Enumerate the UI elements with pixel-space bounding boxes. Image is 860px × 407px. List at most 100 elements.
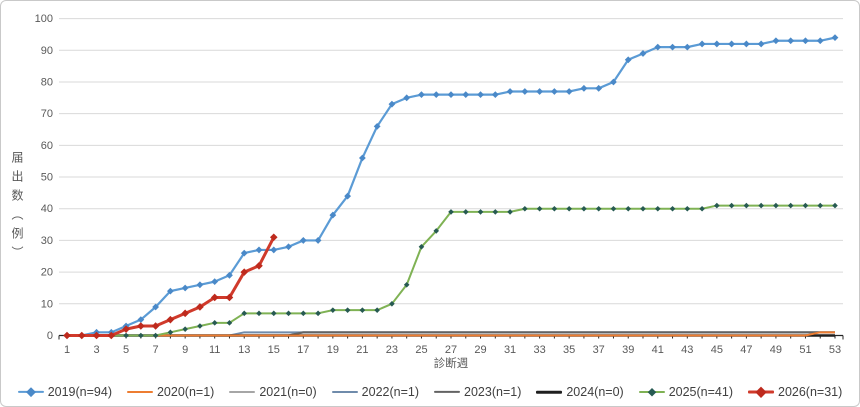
y-tick-label-100: 100 xyxy=(35,13,53,25)
legend-label: 2026(n=31) xyxy=(778,385,843,399)
legend-swatch-2026 xyxy=(748,386,774,398)
data-point-2025-w35 xyxy=(566,205,572,212)
data-point-2019-w26 xyxy=(432,91,440,99)
data-point-2026-w2 xyxy=(77,331,86,340)
data-point-2019-w25 xyxy=(418,91,425,99)
x-tick-label-27: 27 xyxy=(445,344,457,356)
data-point-2019-w30 xyxy=(491,91,499,99)
data-point-2019-w38 xyxy=(610,78,617,86)
legend-swatch-2024 xyxy=(536,388,563,397)
legend-label: 2019(n=94) xyxy=(47,385,112,399)
data-point-2025-w20 xyxy=(344,307,351,313)
x-tick-label-1: 1 xyxy=(64,344,70,356)
data-point-2025-w32 xyxy=(522,205,528,212)
data-point-2025-w50 xyxy=(787,202,794,209)
data-point-2025-w52 xyxy=(817,202,824,209)
y-tick-label-70: 70 xyxy=(41,108,53,120)
data-point-2025-w23 xyxy=(389,301,395,307)
data-point-2019-w7 xyxy=(152,303,160,311)
legend-item-2019: 2019(n=94) xyxy=(17,385,112,399)
y-tick-label-40: 40 xyxy=(41,203,53,215)
data-point-2025-w25 xyxy=(418,243,425,250)
data-point-2019-w33 xyxy=(536,88,544,95)
data-point-2019-w41 xyxy=(654,43,662,51)
data-point-2025-w40 xyxy=(640,205,646,212)
data-point-2019-w29 xyxy=(477,91,484,99)
data-point-2019-w37 xyxy=(595,84,603,92)
data-point-2019-w18 xyxy=(314,237,322,244)
data-point-2026-w3 xyxy=(92,331,101,340)
y-tick-label-60: 60 xyxy=(41,140,53,152)
legend-swatch-2021 xyxy=(229,388,256,397)
x-tick-label-41: 41 xyxy=(652,344,664,356)
legend-swatch-2023 xyxy=(434,388,461,397)
data-point-2026-w9 xyxy=(181,309,189,318)
data-point-2025-w12 xyxy=(226,320,233,326)
legend-item-2024: 2024(n=0) xyxy=(536,385,624,399)
data-point-2019-w13 xyxy=(240,249,248,257)
data-point-2019-w6 xyxy=(137,316,145,324)
data-point-2025-w5 xyxy=(123,332,129,339)
data-point-2025-w13 xyxy=(241,310,248,317)
legend-swatch-2020 xyxy=(126,388,153,397)
y-tick-label-80: 80 xyxy=(41,76,53,88)
data-point-2019-w27 xyxy=(447,91,455,99)
data-point-2025-w21 xyxy=(359,307,366,313)
data-point-2026-w1 xyxy=(63,331,71,340)
data-point-2019-w9 xyxy=(181,284,189,292)
data-point-2019-w49 xyxy=(772,37,780,45)
data-point-2025-w51 xyxy=(802,202,809,209)
x-tick-label-37: 37 xyxy=(593,344,605,356)
y-tick-label-10: 10 xyxy=(41,298,53,310)
data-point-2025-w28 xyxy=(462,209,469,215)
data-point-2019-w52 xyxy=(816,37,824,45)
data-point-2019-w12 xyxy=(226,271,233,279)
data-point-2025-w46 xyxy=(728,202,735,209)
data-point-2025-w9 xyxy=(182,326,188,332)
x-tick-label-9: 9 xyxy=(182,344,188,356)
data-point-2026-w7 xyxy=(151,322,160,330)
x-tick-label-21: 21 xyxy=(356,344,368,356)
data-point-2019-w53 xyxy=(831,34,839,42)
data-point-2019-w23 xyxy=(388,100,396,108)
x-tick-label-11: 11 xyxy=(209,344,220,356)
x-tick-label-33: 33 xyxy=(533,344,545,356)
data-point-2025-w10 xyxy=(197,323,203,329)
data-point-2019-w44 xyxy=(698,40,706,48)
data-point-2025-w15 xyxy=(270,310,277,317)
data-point-2025-w24 xyxy=(403,281,410,288)
data-point-2019-w24 xyxy=(403,94,411,102)
legend-item-2020: 2020(n=1) xyxy=(126,385,214,399)
x-tick-label-43: 43 xyxy=(681,344,693,356)
data-point-2025-w37 xyxy=(595,205,602,212)
data-point-2019-w19 xyxy=(329,211,337,219)
x-tick-label-29: 29 xyxy=(474,344,486,356)
data-point-2025-w19 xyxy=(330,307,336,313)
series-2026 xyxy=(63,233,278,340)
y-tick-label-0: 0 xyxy=(47,330,53,342)
data-point-2025-w34 xyxy=(551,205,558,212)
data-point-2026-w10 xyxy=(196,303,204,311)
data-point-2025-w18 xyxy=(315,310,321,317)
data-point-2025-w30 xyxy=(492,209,499,215)
data-point-2019-w40 xyxy=(639,50,647,57)
x-axis-title: 診断週 xyxy=(433,358,469,370)
y-tick-label-30: 30 xyxy=(41,235,53,247)
data-point-2019-w15 xyxy=(270,246,278,254)
x-tick-label-13: 13 xyxy=(238,344,250,356)
data-point-2025-w48 xyxy=(758,202,764,209)
data-point-2019-w28 xyxy=(462,91,470,99)
legend-item-2021: 2021(n=0) xyxy=(229,385,317,399)
data-point-2019-w22 xyxy=(373,122,381,130)
data-point-2019-w20 xyxy=(344,192,352,200)
legend-label: 2021(n=0) xyxy=(259,385,317,399)
data-point-2025-w42 xyxy=(669,205,676,212)
legend-label: 2022(n=1) xyxy=(361,385,420,399)
legend-swatch-2025 xyxy=(638,388,665,397)
y-tick-label-50: 50 xyxy=(41,172,53,184)
data-point-2026-w14 xyxy=(255,261,263,270)
legend-item-2023: 2023(n=1) xyxy=(434,385,521,399)
legend-item-2022: 2022(n=1) xyxy=(331,385,420,399)
x-tick-label-35: 35 xyxy=(563,344,575,356)
